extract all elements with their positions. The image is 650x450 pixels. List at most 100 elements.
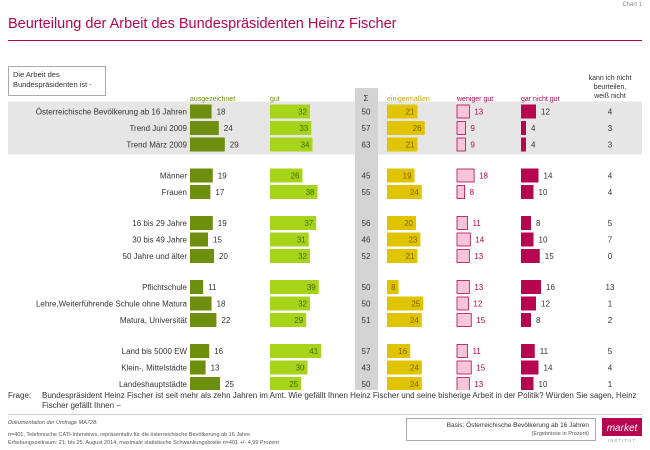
bar-gut	[270, 216, 317, 230]
bar-einigermassen	[387, 280, 399, 294]
basis-unit-note: (Ergebnisse in Prozent)	[531, 431, 589, 437]
value-kann-nicht: 5	[608, 219, 613, 228]
value-gut: 37	[304, 219, 313, 228]
value-gar-nicht-gut: 10	[539, 380, 548, 389]
value-einigermassen: 25	[411, 300, 420, 309]
value-weniger-gut: 9	[471, 141, 476, 150]
value-ausgezeichnet: 13	[211, 364, 220, 373]
bar-ausgezeichnet	[190, 377, 220, 390]
value-ausgezeichnet: 17	[215, 188, 224, 197]
svg-text:INSTITUT: INSTITUT	[608, 438, 636, 443]
value-sum: 57	[362, 347, 371, 356]
bar-weniger-gut	[456, 249, 470, 263]
value-sum: 56	[362, 219, 371, 228]
value-gut: 29	[294, 316, 303, 325]
value-kann-nicht: 4	[608, 188, 613, 197]
value-gar-nicht-gut: 11	[540, 347, 549, 356]
value-gut: 32	[298, 300, 307, 309]
bar-gut	[270, 104, 310, 119]
value-weniger-gut: 18	[479, 172, 488, 181]
bar-gar-nicht-gut	[521, 280, 541, 294]
bar-ausgezeichnet	[190, 137, 225, 152]
bar-ausgezeichnet	[190, 296, 212, 311]
value-ausgezeichnet: 15	[213, 236, 222, 245]
bar-gar-nicht-gut	[521, 137, 526, 152]
header-sum: Σ	[364, 94, 369, 103]
value-weniger-gut: 11	[472, 347, 481, 356]
value-gar-nicht-gut: 4	[531, 141, 536, 150]
frage-label: Frage:	[8, 391, 32, 400]
bar-gut	[270, 232, 309, 247]
bar-einigermassen	[387, 360, 422, 375]
bar-weniger-gut	[456, 280, 470, 294]
value-kann-nicht: 3	[608, 141, 613, 150]
value-sum: 50	[362, 283, 371, 292]
bar-gut	[270, 121, 312, 135]
bar-ausgezeichnet	[190, 232, 208, 247]
value-gut: 39	[307, 283, 316, 292]
value-weniger-gut: 15	[476, 316, 485, 325]
bar-ausgezeichnet	[190, 360, 206, 375]
header-gut: gut	[270, 96, 280, 103]
bar-weniger-gut	[456, 377, 470, 390]
row-label: Frauen	[162, 188, 187, 197]
row-label: Land bis 5000 EW	[122, 347, 188, 356]
bar-weniger-gut	[456, 232, 471, 247]
bar-einigermassen	[387, 313, 422, 327]
value-ausgezeichnet: 19	[218, 172, 227, 181]
value-gut: 31	[297, 236, 306, 245]
bar-gar-nicht-gut	[521, 249, 540, 263]
value-sum: 46	[362, 236, 371, 245]
header-kann-nicht: kann ich nicht beurteilen, weiß nicht	[589, 75, 632, 100]
value-einigermassen: 26	[413, 124, 422, 133]
value-einigermassen: 19	[403, 172, 412, 181]
bar-gut	[270, 377, 302, 390]
value-gut: 41	[309, 347, 318, 356]
value-kann-nicht: 7	[608, 236, 613, 245]
bar-einigermassen	[387, 296, 424, 311]
market-logo: market INSTITUT	[602, 418, 642, 443]
value-gar-nicht-gut: 8	[536, 219, 541, 228]
value-ausgezeichnet: 19	[218, 219, 227, 228]
value-einigermassen: 16	[398, 347, 407, 356]
value-gar-nicht-gut: 14	[544, 172, 553, 181]
bar-gut	[270, 344, 322, 358]
value-einigermassen: 24	[410, 380, 419, 389]
value-ausgezeichnet: 20	[219, 252, 228, 261]
value-ausgezeichnet: 18	[217, 300, 226, 309]
bar-einigermassen	[387, 216, 416, 230]
bar-ausgezeichnet	[190, 185, 211, 199]
value-kann-nicht: 13	[606, 283, 615, 292]
bar-gar-nicht-gut	[521, 313, 531, 327]
value-einigermassen: 24	[410, 364, 419, 373]
bar-gut	[270, 185, 318, 199]
value-gar-nicht-gut: 12	[541, 300, 550, 309]
value-kann-nicht: 1	[608, 380, 613, 389]
bar-einigermassen	[387, 137, 418, 152]
survey-documentation-title: Dokumentation der Umfrage MA728:	[8, 420, 98, 426]
row-label: Österreichische Bevölkerung ab 16 Jahren	[36, 108, 187, 117]
bar-weniger-gut	[456, 104, 470, 119]
value-kann-nicht: 0	[608, 252, 613, 261]
row-label: 50 Jahre und älter	[123, 252, 188, 261]
row-label: 16 bis 29 Jahre	[132, 219, 187, 228]
value-sum: 55	[362, 188, 371, 197]
bar-weniger-gut	[456, 216, 468, 230]
bar-ausgezeichnet	[190, 249, 214, 263]
value-gut: 26	[291, 172, 300, 181]
value-sum: 52	[362, 252, 371, 261]
bar-weniger-gut	[456, 344, 468, 358]
bar-einigermassen	[387, 168, 415, 183]
value-weniger-gut: 9	[471, 124, 476, 133]
survey-method-note: n=401, Telefonische CATI-Interviews, rep…	[8, 432, 251, 438]
value-gut: 33	[299, 124, 308, 133]
bar-weniger-gut	[456, 137, 466, 152]
row-label: Landeshauptstädte	[119, 380, 188, 389]
value-sum: 45	[362, 172, 371, 181]
value-sum: 50	[362, 300, 371, 309]
value-weniger-gut: 14	[475, 236, 484, 245]
bar-gut	[270, 360, 308, 375]
chart-number-label: Chart 1	[622, 2, 642, 8]
bar-gut	[270, 168, 303, 183]
value-gut: 34	[301, 141, 310, 150]
